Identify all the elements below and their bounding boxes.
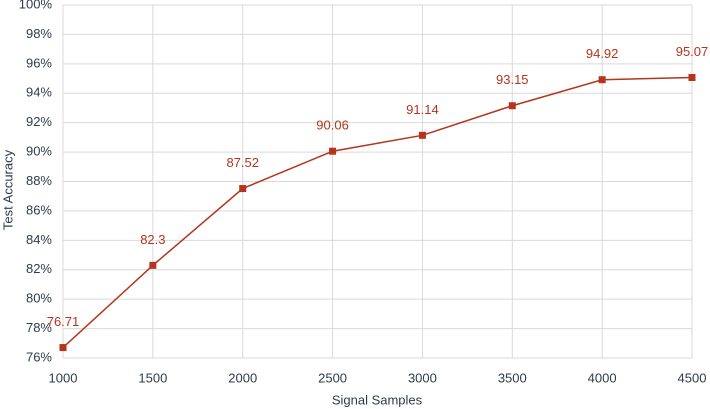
data-label: 91.14 xyxy=(406,102,439,117)
y-tick-label: 94% xyxy=(26,85,52,100)
x-tick-label: 1000 xyxy=(49,370,78,385)
y-tick-label: 82% xyxy=(26,261,52,276)
y-tick-label: 90% xyxy=(26,144,52,159)
x-tick-label: 2000 xyxy=(228,370,257,385)
data-label: 93.15 xyxy=(496,72,529,87)
data-label: 76.71 xyxy=(47,314,80,329)
y-axis-label: Test Accuracy xyxy=(0,149,15,230)
x-axis-label: Signal Samples xyxy=(332,392,423,407)
data-label: 90.06 xyxy=(316,118,349,133)
y-tick-label: 78% xyxy=(26,320,52,335)
y-tick-label: 76% xyxy=(26,349,52,364)
x-tick-label: 2500 xyxy=(318,370,347,385)
line xyxy=(62,76,693,349)
point xyxy=(418,131,426,139)
data-label: 95.07 xyxy=(676,44,709,59)
y-tick-label: 86% xyxy=(26,202,52,217)
x-tick-label: 3000 xyxy=(408,370,437,385)
point xyxy=(149,261,157,269)
x-tick-label: 4500 xyxy=(678,370,707,385)
point xyxy=(508,102,516,110)
point xyxy=(598,76,606,84)
x-tick-label: 3500 xyxy=(498,370,527,385)
point xyxy=(59,344,67,352)
y-tick-label: 80% xyxy=(26,291,52,306)
y-tick-label: 88% xyxy=(26,173,52,188)
point xyxy=(329,147,337,155)
data-label: 94.92 xyxy=(586,46,619,61)
y-tick-label: 84% xyxy=(26,232,52,247)
y-tick-label: 98% xyxy=(26,26,52,41)
y-tick-label: 100% xyxy=(19,0,53,11)
y-tick-label: 96% xyxy=(26,55,52,70)
data-label: 87.52 xyxy=(226,155,259,170)
data-label: 82.3 xyxy=(140,232,165,247)
point xyxy=(239,185,247,193)
point xyxy=(688,74,696,82)
x-tick-label: 1500 xyxy=(138,370,167,385)
y-tick-label: 92% xyxy=(26,114,52,129)
x-tick-label: 4000 xyxy=(588,370,617,385)
